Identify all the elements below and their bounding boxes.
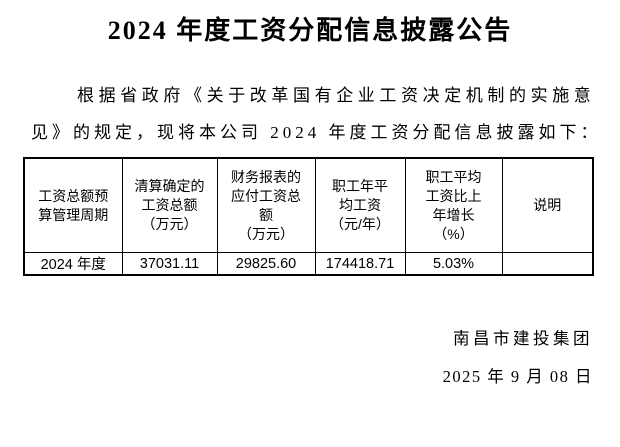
cell-financial-payable: 29825.60 <box>216 252 316 276</box>
col-header-avg-wage: 职工年平 均工资 （元/年） <box>314 157 406 253</box>
signature-date: 2025 年 9 月 08 日 <box>442 367 593 386</box>
intro-paragraph-line-1: 根据省政府《关于改革国有企业工资决定机制的实施意 <box>77 86 596 105</box>
wage-disclosure-table: 工资总额预 算管理周期 清算确定的 工资总额 （万元） 财务报表的 应付工资总 … <box>23 157 594 276</box>
document-title: 2024 年度工资分配信息披露公告 <box>107 16 513 45</box>
signature-company: 南昌市建投集团 <box>453 329 593 348</box>
col-header-settled-total: 清算确定的 工资总额 （万元） <box>121 157 218 253</box>
col-header-wage-growth: 职工平均 工资比上 年增长 （%） <box>404 157 503 253</box>
cell-avg-wage: 174418.71 <box>314 252 406 276</box>
col-header-financial-payable: 财务报表的 应付工资总 额 （万元） <box>216 157 316 253</box>
cell-notes <box>501 252 594 276</box>
table-data-row: 2024 年度 37031.11 29825.60 174418.71 5.03… <box>23 252 594 276</box>
cell-wage-growth: 5.03% <box>404 252 503 276</box>
table-header-row: 工资总额预 算管理周期 清算确定的 工资总额 （万元） 财务报表的 应付工资总 … <box>23 157 594 253</box>
col-header-notes: 说明 <box>501 157 594 253</box>
cell-budget-period: 2024 年度 <box>23 252 123 276</box>
col-header-budget-period: 工资总额预 算管理周期 <box>23 157 123 253</box>
cell-settled-total: 37031.11 <box>121 252 218 276</box>
intro-paragraph: 根据省政府《关于改革国有企业工资决定机制的实施意 见》的规定，现将本公司 202… <box>28 77 602 151</box>
intro-paragraph-line-2: 见》的规定，现将本公司 2024 年度工资分配信息披露如下： <box>31 123 602 142</box>
